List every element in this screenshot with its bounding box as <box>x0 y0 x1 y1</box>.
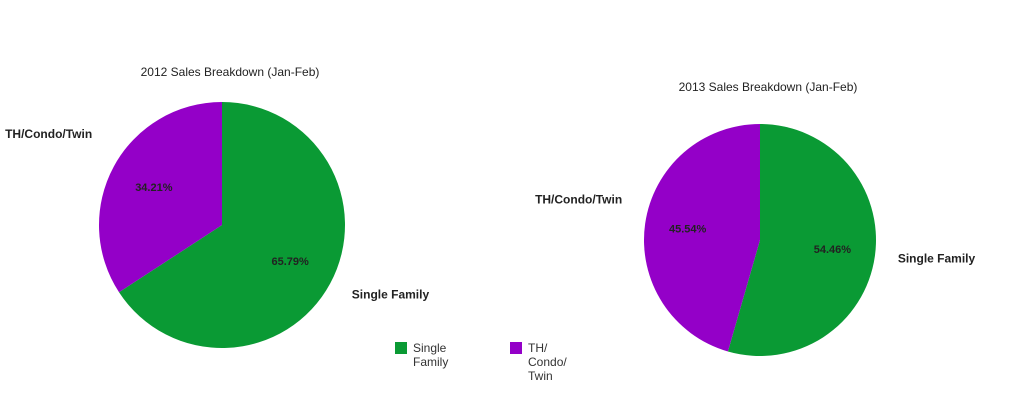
legend-label: TH/Condo/Twin <box>528 341 567 383</box>
category-label: TH/Condo/Twin <box>5 127 92 141</box>
value-label: 54.46% <box>814 244 852 256</box>
legend-item: Single Family <box>395 341 471 369</box>
pie-slice <box>99 102 222 293</box>
value-label: 34.21% <box>135 182 173 194</box>
legend-item: TH/Condo/Twin <box>510 341 586 383</box>
pie-slice <box>644 124 760 352</box>
chart-title: 2012 Sales Breakdown (Jan-Feb) <box>141 65 320 79</box>
pie-slice <box>119 102 345 348</box>
legend-label: Single Family <box>413 341 449 369</box>
value-label: 45.54% <box>669 224 707 236</box>
legend-swatch <box>510 342 522 354</box>
pie-slice <box>727 124 876 356</box>
value-label: 65.79% <box>271 256 309 268</box>
category-label: Single Family <box>352 287 430 301</box>
category-label: TH/Condo/Twin <box>535 193 622 207</box>
category-label: Single Family <box>898 252 976 266</box>
legend-swatch <box>395 342 407 354</box>
chart-title: 2013 Sales Breakdown (Jan-Feb) <box>679 80 858 94</box>
